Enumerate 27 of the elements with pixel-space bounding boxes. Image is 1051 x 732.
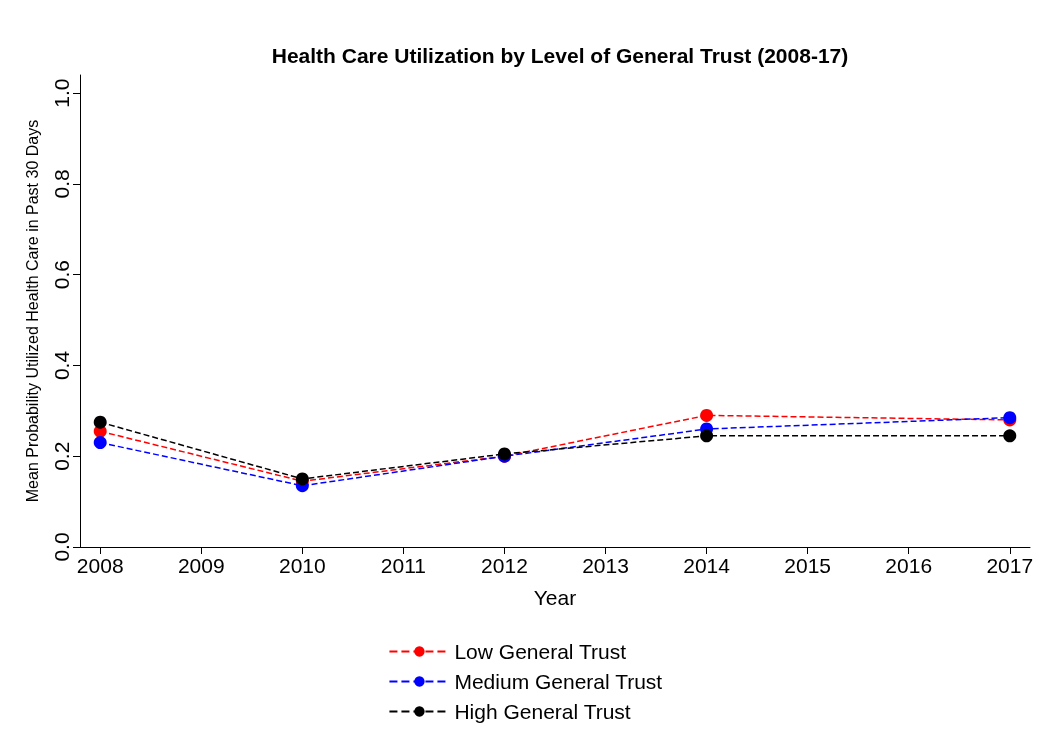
x-tick-label: 2011	[380, 554, 426, 577]
point	[700, 429, 714, 443]
x-tick-label: 2012	[481, 554, 528, 577]
x-tick-label: 2015	[784, 554, 832, 577]
y-tick-label: 0.6	[50, 260, 73, 290]
x-tick-label: 2010	[278, 554, 326, 577]
point	[1003, 429, 1017, 443]
legend-label: High General Trust	[454, 700, 631, 723]
y-tick-label: 0.4	[50, 350, 73, 381]
x-tick-label: 2008	[76, 554, 124, 577]
y-axis-title: Mean Probability Utilized Health Care in Past 30 Days	[23, 119, 41, 503]
y-tick-label: 0.0	[50, 532, 73, 562]
x-tick-label: 2014	[683, 554, 731, 577]
y-tick-label: 0.8	[50, 169, 73, 199]
chart-title: Health Care Utilization by Level of General Trust (2008-17)	[271, 44, 849, 67]
legend-label: Low General Trust	[454, 640, 627, 663]
legend-label: Medium General Trust	[454, 670, 663, 693]
point	[93, 415, 107, 429]
x-tick-label: 2016	[885, 554, 933, 577]
x-axis-title: Year	[533, 586, 577, 609]
point	[700, 408, 714, 422]
y-tick-label: 1.0	[50, 78, 73, 108]
x-tick-label: 2013	[582, 554, 629, 577]
x-tick-label: 2017	[986, 554, 1034, 577]
y-tick-label: 0.2	[50, 441, 73, 471]
point	[93, 436, 107, 450]
x-tick-label: 2009	[177, 554, 225, 577]
